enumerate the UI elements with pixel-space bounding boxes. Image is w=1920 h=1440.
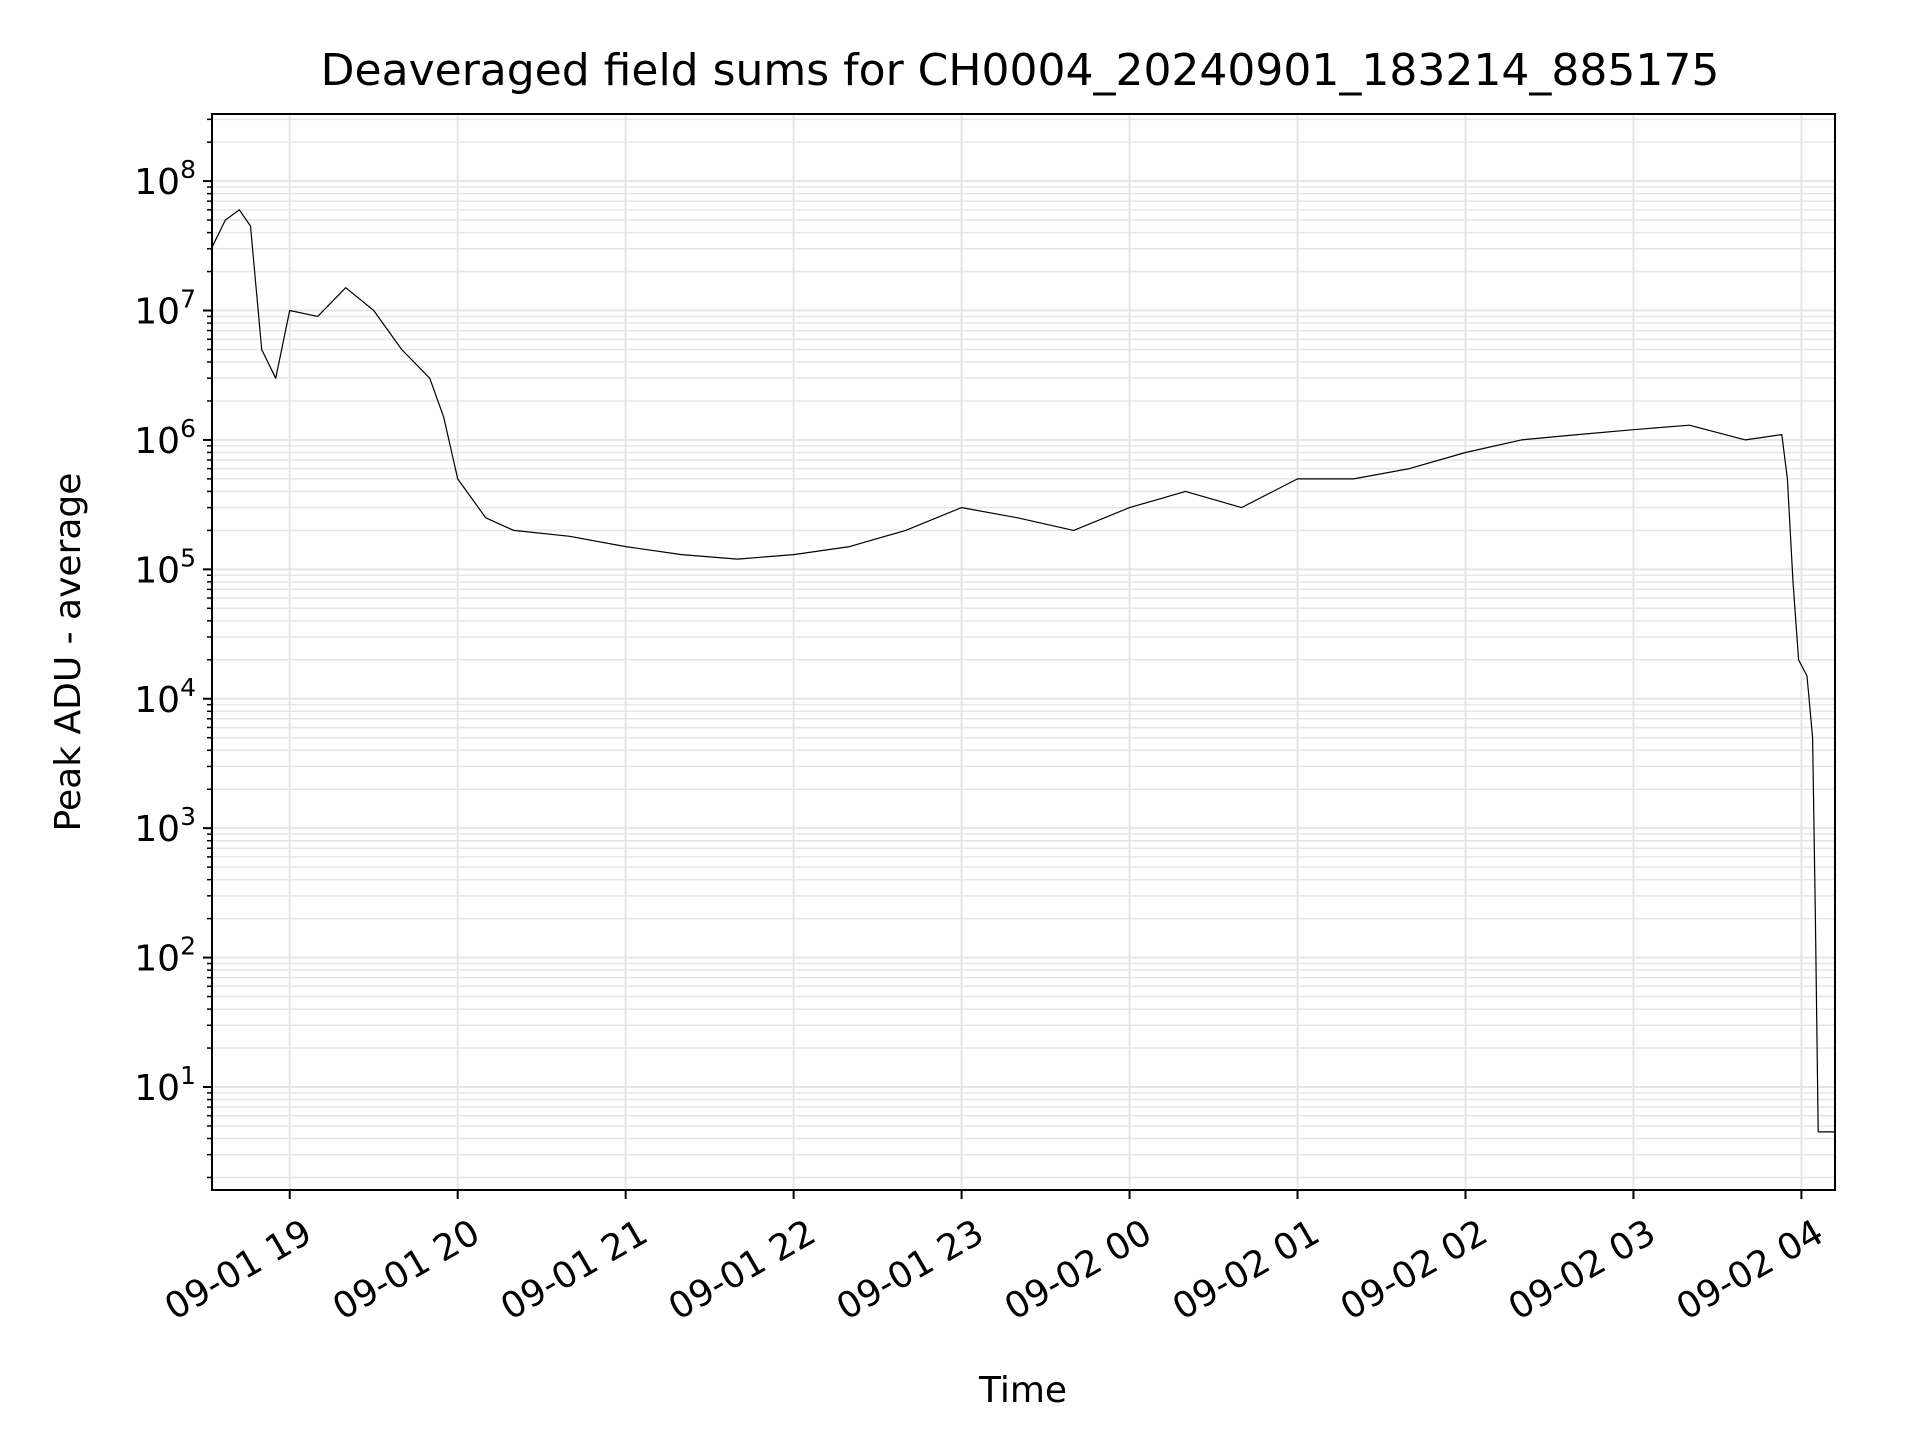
y-tick-label: 108 <box>134 155 196 203</box>
chart-title: Deaveraged field sums for CH0004_2024090… <box>321 45 1720 96</box>
y-tick-label: 103 <box>134 802 196 850</box>
plot-area <box>210 209 1835 1133</box>
x-axis-label: Time <box>978 1370 1067 1411</box>
y-axis-label: Peak ADU - average <box>48 473 89 832</box>
plot-frame <box>211 113 1836 1191</box>
series-line-0 <box>210 209 1835 1133</box>
y-tick-label: 104 <box>134 673 196 721</box>
gridlines <box>212 114 1835 1190</box>
